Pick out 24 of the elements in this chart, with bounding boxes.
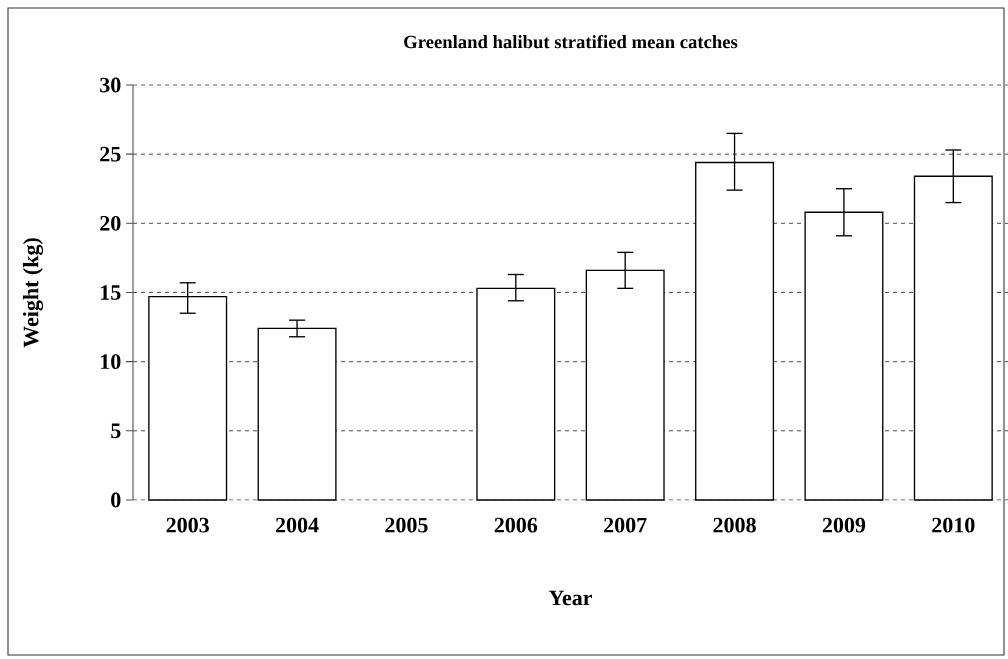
x-tick-label: 2005 bbox=[385, 517, 428, 533]
y-tick-label: 30 bbox=[100, 77, 121, 93]
x-tick-label: 2010 bbox=[932, 517, 975, 533]
y-tick-label: 5 bbox=[111, 423, 121, 439]
y-tick-label: 10 bbox=[101, 354, 121, 370]
bar bbox=[804, 211, 884, 501]
y-tick-label: 0 bbox=[111, 492, 121, 508]
chart-title: Greenland halibut stratified mean catches bbox=[404, 34, 738, 49]
bar bbox=[913, 175, 993, 501]
x-tick-label: 2009 bbox=[822, 517, 866, 533]
x-tick-label: 2006 bbox=[494, 517, 538, 533]
x-tick-label: 2004 bbox=[275, 517, 319, 533]
bar bbox=[585, 269, 665, 501]
y-tick-label: 25 bbox=[100, 146, 121, 162]
bar bbox=[476, 287, 556, 501]
bar bbox=[257, 327, 337, 501]
x-tick-label: 2007 bbox=[604, 517, 647, 533]
x-tick-label: 2008 bbox=[713, 517, 756, 533]
x-axis-title: Year bbox=[548, 590, 593, 606]
bar bbox=[695, 161, 775, 501]
x-tick-label: 2003 bbox=[166, 517, 209, 533]
y-tick-label: 20 bbox=[100, 215, 121, 231]
y-tick-label: 15 bbox=[101, 285, 121, 300]
y-axis-title: Weight (kg) bbox=[22, 238, 44, 348]
